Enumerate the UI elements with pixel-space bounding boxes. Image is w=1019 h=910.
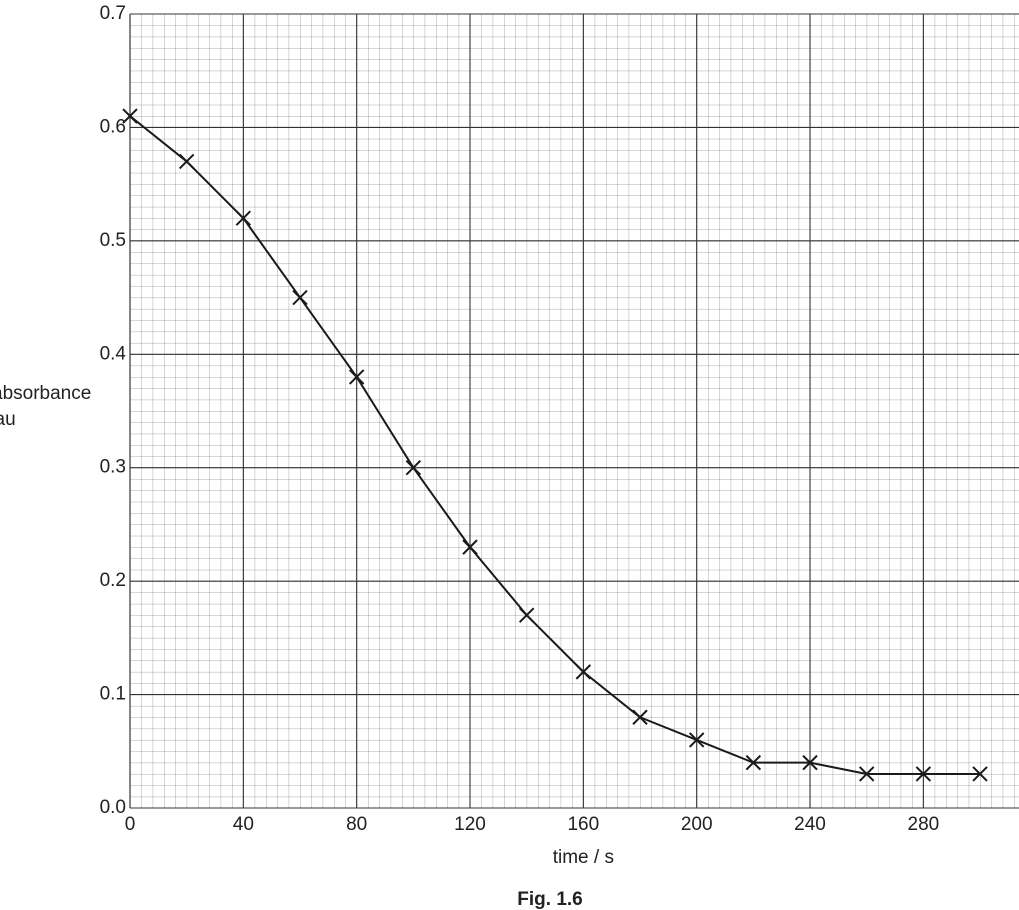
- x-tick-label: 160: [567, 814, 599, 835]
- x-tick-label: 280: [908, 814, 940, 835]
- data-point: [462, 539, 478, 555]
- data-point: [802, 754, 818, 771]
- y-tick-label: 0.1: [100, 684, 126, 705]
- data-point: [518, 607, 535, 623]
- data-point: [122, 108, 138, 124]
- data-point: [688, 732, 705, 748]
- data-line: [129, 115, 981, 775]
- y-tick-label: 0.5: [100, 230, 126, 251]
- data-point: [178, 153, 195, 170]
- data-point: [405, 460, 422, 476]
- data-point: [915, 766, 932, 782]
- data-point: [575, 664, 592, 680]
- y-axis-label: / au: [0, 409, 16, 430]
- data-point: [632, 709, 648, 725]
- y-tick-label: 0.3: [100, 457, 126, 478]
- y-tick-label: 0.6: [100, 116, 126, 137]
- data-point: [348, 369, 365, 385]
- x-tick-label: 40: [233, 814, 254, 835]
- x-tick-label: 80: [346, 814, 367, 835]
- data-point: [292, 289, 308, 306]
- data-point: [745, 754, 762, 771]
- y-tick-label: 0.2: [100, 570, 126, 591]
- x-tick-label: 240: [794, 814, 826, 835]
- x-axis-label: time / s: [553, 847, 614, 868]
- y-tick-label: 0.4: [100, 343, 127, 364]
- y-axis-label: absorbance: [0, 383, 91, 404]
- data-point: [972, 766, 988, 782]
- y-tick-label: 0.0: [100, 797, 126, 818]
- x-tick-label: 200: [681, 814, 713, 835]
- x-tick-label: 120: [454, 814, 486, 835]
- y-tick-label: 0.7: [100, 3, 126, 24]
- caption: Fig. 1.6: [517, 889, 582, 910]
- data-point: [858, 766, 875, 782]
- x-tick-label: 0: [125, 814, 136, 835]
- data-point: [235, 210, 252, 226]
- graph-paper: [130, 14, 1019, 808]
